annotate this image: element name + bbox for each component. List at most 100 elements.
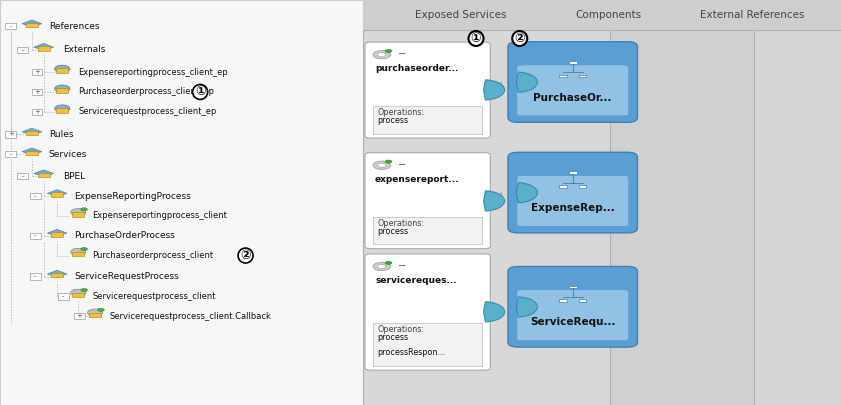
Text: −: − [398, 49, 406, 59]
FancyBboxPatch shape [72, 252, 84, 256]
Text: Servicerequestprocess_client: Servicerequestprocess_client [93, 292, 216, 301]
Text: Expensereportingprocess_client: Expensereportingprocess_client [93, 211, 227, 220]
FancyBboxPatch shape [610, 0, 754, 405]
Circle shape [55, 105, 70, 112]
Polygon shape [47, 270, 67, 277]
Text: processRespon...: processRespon... [378, 348, 446, 357]
Circle shape [55, 85, 70, 92]
Text: Purchaseorderprocess_client: Purchaseorderprocess_client [93, 251, 214, 260]
FancyBboxPatch shape [579, 75, 586, 77]
FancyBboxPatch shape [5, 151, 16, 158]
Text: Servicerequestprocess_client_ep: Servicerequestprocess_client_ep [78, 107, 217, 116]
FancyBboxPatch shape [30, 273, 40, 280]
FancyBboxPatch shape [5, 23, 16, 30]
FancyBboxPatch shape [26, 23, 38, 27]
FancyBboxPatch shape [508, 42, 637, 122]
FancyBboxPatch shape [31, 89, 42, 95]
Circle shape [87, 309, 103, 316]
Polygon shape [47, 190, 67, 196]
Text: process: process [378, 116, 409, 125]
Text: -: - [22, 173, 24, 179]
Circle shape [71, 209, 86, 216]
Text: Expensereportingprocess_client_ep: Expensereportingprocess_client_ep [78, 68, 228, 77]
Wedge shape [484, 80, 505, 100]
Text: +: + [8, 132, 13, 137]
FancyBboxPatch shape [30, 193, 40, 199]
Text: Purchaseorderprocess_client_ep: Purchaseorderprocess_client_ep [78, 87, 214, 96]
Text: ②: ② [515, 32, 525, 45]
Text: -: - [10, 151, 12, 157]
Circle shape [55, 65, 70, 72]
FancyBboxPatch shape [31, 69, 42, 75]
FancyBboxPatch shape [517, 65, 628, 115]
Polygon shape [47, 229, 67, 236]
FancyBboxPatch shape [51, 273, 63, 277]
Text: -: - [34, 274, 36, 279]
Text: +: + [77, 313, 82, 319]
Circle shape [378, 53, 386, 57]
FancyBboxPatch shape [56, 88, 68, 93]
FancyBboxPatch shape [31, 109, 42, 115]
Text: -: - [10, 23, 12, 29]
Circle shape [81, 288, 87, 292]
Circle shape [71, 289, 86, 296]
Text: ①: ① [195, 85, 205, 98]
Text: process: process [378, 333, 409, 342]
Text: Rules: Rules [49, 130, 73, 139]
Text: Operations:: Operations: [378, 108, 425, 117]
Text: +: + [34, 89, 40, 95]
Text: Externals: Externals [63, 45, 105, 54]
FancyBboxPatch shape [0, 0, 363, 405]
Text: PurchaseOrderProcess: PurchaseOrderProcess [74, 231, 175, 240]
Circle shape [385, 261, 392, 264]
Text: -: - [62, 294, 64, 299]
FancyBboxPatch shape [569, 61, 577, 64]
Text: References: References [49, 22, 99, 31]
FancyBboxPatch shape [559, 75, 567, 77]
FancyBboxPatch shape [508, 266, 637, 347]
FancyBboxPatch shape [373, 217, 482, 244]
Text: −: − [398, 160, 406, 170]
FancyBboxPatch shape [72, 293, 84, 297]
Polygon shape [34, 170, 54, 177]
Text: BPEL: BPEL [63, 172, 85, 181]
Wedge shape [484, 191, 505, 211]
FancyBboxPatch shape [373, 106, 482, 134]
Wedge shape [516, 297, 537, 317]
FancyBboxPatch shape [30, 232, 40, 239]
FancyBboxPatch shape [363, 0, 610, 405]
Text: expensereport...: expensereport... [375, 175, 459, 183]
Circle shape [373, 51, 390, 59]
Text: ②: ② [241, 249, 251, 262]
FancyBboxPatch shape [373, 323, 482, 366]
Circle shape [71, 248, 86, 256]
FancyBboxPatch shape [72, 212, 84, 217]
Wedge shape [516, 72, 537, 92]
FancyBboxPatch shape [569, 286, 577, 288]
Circle shape [378, 163, 386, 167]
FancyBboxPatch shape [579, 185, 586, 188]
Text: -: - [34, 233, 36, 239]
FancyBboxPatch shape [508, 152, 637, 233]
Text: Services: Services [49, 150, 87, 159]
FancyBboxPatch shape [89, 313, 101, 317]
Text: ExpenseReportingProcess: ExpenseReportingProcess [74, 192, 191, 200]
FancyBboxPatch shape [5, 131, 16, 138]
FancyBboxPatch shape [56, 108, 68, 113]
Text: purchaseorder...: purchaseorder... [375, 64, 458, 73]
FancyBboxPatch shape [559, 299, 567, 302]
Text: ServiceRequestProcess: ServiceRequestProcess [74, 272, 179, 281]
Text: -: - [34, 193, 36, 199]
Text: +: + [34, 109, 40, 115]
Wedge shape [484, 302, 505, 322]
Circle shape [98, 308, 104, 311]
Text: −: − [398, 261, 406, 271]
FancyBboxPatch shape [56, 68, 68, 73]
Circle shape [373, 262, 390, 271]
Text: ServiceRequ...: ServiceRequ... [530, 318, 616, 327]
FancyBboxPatch shape [26, 131, 38, 135]
Text: Operations:: Operations: [378, 325, 425, 334]
Text: PurchaseOr...: PurchaseOr... [533, 93, 612, 102]
FancyBboxPatch shape [17, 173, 28, 179]
FancyBboxPatch shape [57, 293, 68, 300]
